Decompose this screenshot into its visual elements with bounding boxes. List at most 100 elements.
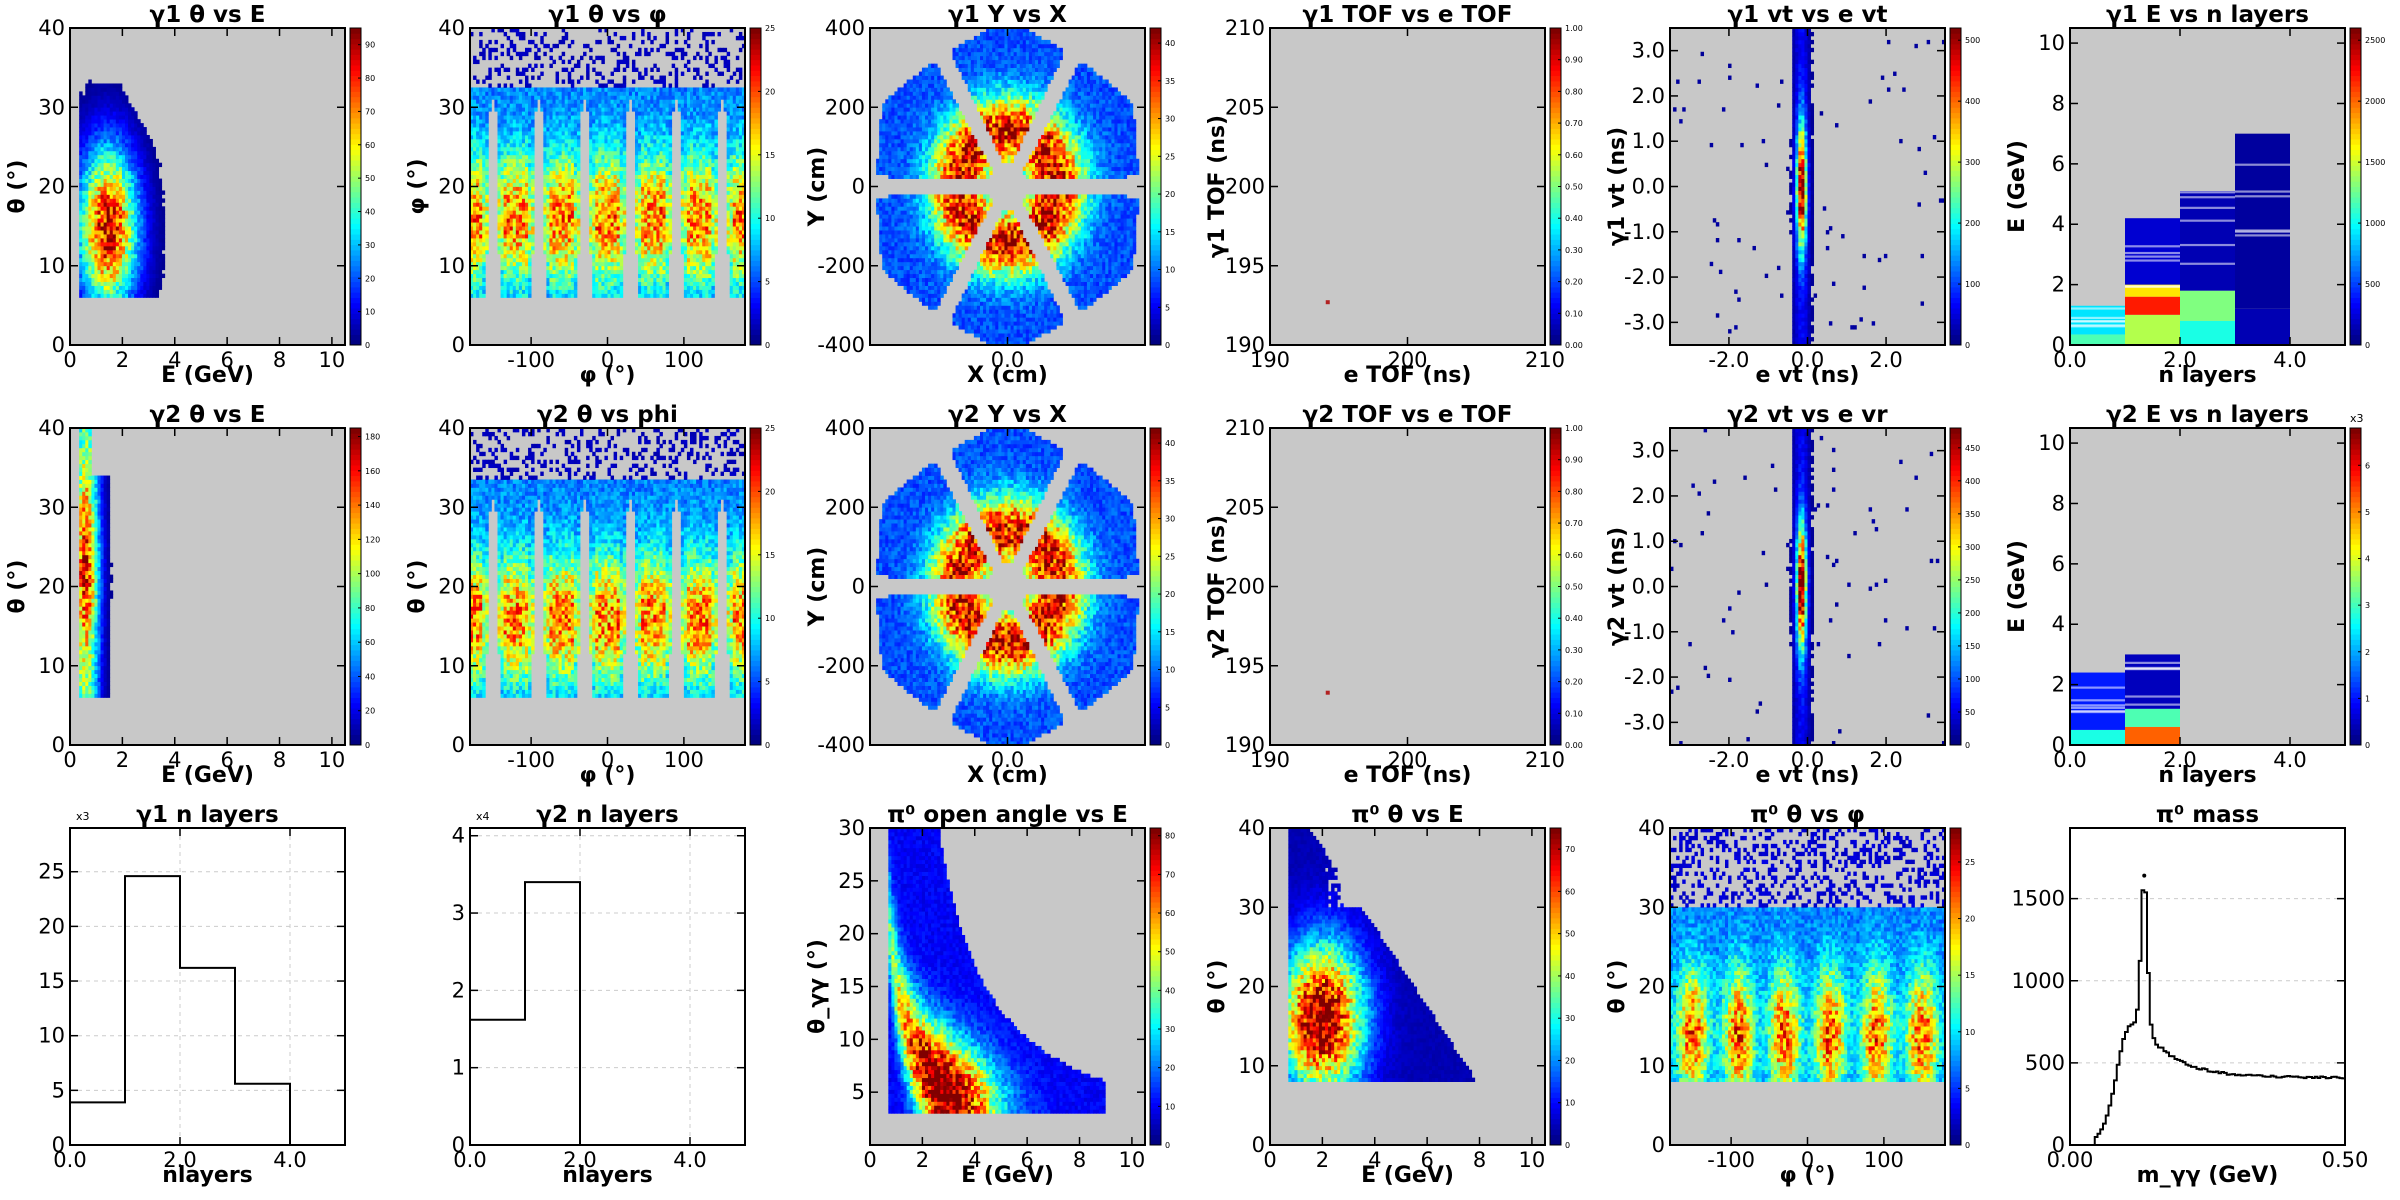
- colorbar-tick: 50: [365, 174, 375, 183]
- y-tick-label: 500: [2025, 1051, 2065, 1075]
- colorbar-tick: 0: [765, 741, 770, 750]
- plot-content: [79, 79, 166, 298]
- x-axis-label: φ (°): [1780, 1163, 1836, 1188]
- chart-panel-pi0_open_angle_vs_e: 0 2 4 6 8 10 5 10 15 20 25 30 π⁰ open angle vs E E (G…: [805, 802, 1175, 1188]
- chart-panel-g1_tof_vs_e_tof: 190 200 210 190 195 200 205 210 γ1 TOF vs e TOF e…: [1205, 2, 1583, 388]
- colorbar-tick: 0.90: [1565, 456, 1583, 465]
- x-tick-label: 100: [664, 748, 704, 772]
- y-tick-label: 4: [2052, 212, 2065, 236]
- y-axis-label: γ1 TOF (ns): [1205, 115, 1230, 258]
- plot-content: [470, 828, 745, 1145]
- colorbar-tick: 2: [2365, 648, 2370, 657]
- x-tick-label: 8: [1073, 1148, 1086, 1172]
- colorbar-tick: 60: [365, 638, 375, 647]
- colorbar-tick: 0: [1965, 741, 1970, 750]
- chart-panel-g2_vt_vs_e_vr: -2.0 0.0 2.0 -3.0 -2.0 -1.0 0.0 1.0 2.0 3.0 γ2 vt …: [1605, 402, 1980, 788]
- chart-title: π⁰ mass: [2156, 802, 2259, 828]
- colorbar-tick: 0.30: [1565, 646, 1583, 655]
- colorbar-tick: 300: [1965, 543, 1980, 552]
- histogram-bin-1: [125, 876, 180, 1145]
- colorbar-tick: 10: [1165, 1102, 1175, 1111]
- y-tick-label: 0: [852, 175, 865, 199]
- colorbar-tick: 0: [365, 741, 370, 750]
- colorbar-tick: 60: [365, 141, 375, 150]
- colorbar-tick: 25: [1165, 552, 1175, 561]
- y-tick-label: 10: [838, 1027, 865, 1051]
- x-tick-labels: 0.00 0.50: [2047, 1148, 2369, 1172]
- x-tick-label: 190: [1250, 348, 1290, 372]
- chart-title: γ2 E vs n layers: [2106, 402, 2309, 428]
- y-tick-labels: 0 2 4 6 8 10: [2038, 431, 2065, 757]
- plot-area: [470, 828, 745, 1145]
- histogram-bin-0: [470, 1020, 525, 1145]
- colorbar-tick: 100: [1965, 675, 1980, 684]
- chart-panel-pi0_mass: 0.00 0.50 0 500 1000 1500 π⁰ mass m_γγ (GeV): [2012, 802, 2369, 1188]
- x-tick-label: 0: [63, 348, 76, 372]
- x-tick-label: 0.0: [991, 748, 1024, 772]
- colorbar-tick: 120: [365, 535, 380, 544]
- colorbar-tick: 1: [2365, 694, 2370, 703]
- colorbar-tick: 100: [365, 570, 380, 579]
- chart-panel-g2_n_layers: 0.0 2.0 4.0 0 1 2 3 4 γ2 n layers nlayers x4: [452, 802, 746, 1188]
- y-axis-label: γ1 vt (ns): [1605, 127, 1630, 246]
- y-tick-label: 10: [1238, 1054, 1265, 1078]
- colorbar: 0 5 10 15 20 25 30 35 40: [1149, 427, 1175, 750]
- y-tick-labels: 0 10 20 30 40: [38, 16, 65, 357]
- plot-content: [1325, 690, 1330, 695]
- y-tick-label: -2.0: [1624, 665, 1665, 689]
- y-tick-label: 0: [1252, 1133, 1265, 1157]
- x-tick-label: 4.0: [2273, 348, 2306, 372]
- x-tick-label: 0: [1801, 1148, 1814, 1172]
- x-tick-label: 200: [1387, 348, 1427, 372]
- colorbar-tick: 0.00: [1565, 741, 1583, 750]
- colorbar-tick: 10: [1565, 1099, 1575, 1108]
- colorbar-tick: 150: [1965, 642, 1980, 651]
- y-tick-labels: -3.0 -2.0 -1.0 0.0 1.0 2.0 3.0: [1624, 39, 1665, 335]
- y-tick-labels: 0 2 4 6 8 10: [2038, 31, 2065, 357]
- y-tick-label: 30: [1638, 895, 1665, 919]
- colorbar: 0 5 10 15 20 25: [1949, 827, 1975, 1150]
- y-tick-label: 20: [1238, 975, 1265, 999]
- plot-content: [2070, 133, 2290, 345]
- y-tick-label: -2.0: [1624, 265, 1665, 289]
- colorbar-tick: 0.60: [1565, 551, 1583, 560]
- axis-multiplier: x4: [476, 810, 490, 823]
- y-tick-label: 0: [52, 733, 65, 757]
- x-tick-label: 2.0: [563, 1148, 596, 1172]
- x-tick-labels: 0 2 4 6 8 10: [1263, 1148, 1545, 1172]
- x-tick-label: 0: [1263, 1148, 1276, 1172]
- plot-frame: [2069, 27, 2346, 346]
- y-tick-label: 190: [1225, 333, 1265, 357]
- chart-title: γ1 θ vs E: [150, 2, 266, 28]
- colorbar-tick: 0.70: [1565, 519, 1583, 528]
- colorbar-tick: 40: [1565, 972, 1575, 981]
- y-tick-label: 2: [2052, 273, 2065, 297]
- data-point-0: [1325, 690, 1330, 695]
- x-tick-label: 0.0: [1791, 348, 1824, 372]
- y-axis-label: θ (°): [1205, 960, 1230, 1014]
- y-tick-label: 10: [1638, 1054, 1665, 1078]
- colorbar: 0 10 20 30 40 50 60 70 80 90: [349, 27, 375, 350]
- y-tick-label: 0: [2052, 1133, 2065, 1157]
- y-tick-label: 40: [438, 416, 465, 440]
- colorbar: 0 20 40 60 80 100 120 140 160 180: [349, 427, 380, 750]
- y-tick-label: 3.0: [1632, 439, 1665, 463]
- plot-frame: [2069, 427, 2346, 746]
- histogram-bin-1: [525, 882, 580, 1145]
- colorbar-tick: 15: [765, 551, 775, 560]
- y-tick-label: 4: [2052, 612, 2065, 636]
- y-tick-label: 40: [38, 416, 65, 440]
- y-tick-label: 200: [1225, 575, 1265, 599]
- colorbar: 0 5 10 15 20 25: [749, 424, 775, 750]
- x-tick-labels: 0.0: [991, 748, 1024, 772]
- y-tick-label: 3.0: [1632, 39, 1665, 63]
- chart-title: γ1 θ vs φ: [548, 2, 666, 28]
- chart-panel-pi0_theta_vs_e: 0 2 4 6 8 10 0 10 20 30 40 π⁰ θ vs E E (GeV) θ (°) 0 10…: [1205, 802, 1575, 1188]
- colorbar-tick: 250: [1965, 576, 1980, 585]
- x-axis-label: e TOF (ns): [1344, 763, 1472, 788]
- x-tick-label: 2: [116, 748, 129, 772]
- y-tick-label: 10: [438, 254, 465, 278]
- y-tick-label: -200: [817, 654, 865, 678]
- y-tick-label: 2.0: [1632, 484, 1665, 508]
- y-tick-label: 20: [438, 175, 465, 199]
